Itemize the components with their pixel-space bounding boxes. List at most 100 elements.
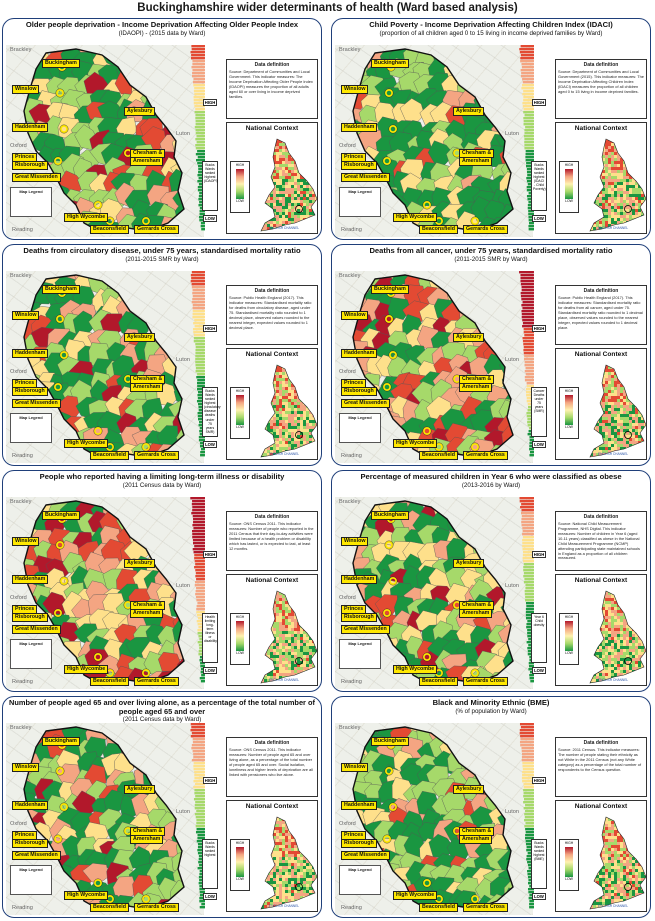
national-area — [617, 230, 621, 231]
national-area — [596, 396, 600, 400]
national-area — [584, 426, 587, 429]
ward-rank-bar — [198, 650, 205, 653]
national-area — [279, 417, 283, 421]
national-area — [306, 649, 310, 653]
panel-header: Deaths from all cancer, under 75 years, … — [336, 246, 646, 263]
national-area — [632, 387, 636, 391]
national-area — [306, 212, 310, 216]
national-area — [297, 438, 301, 442]
national-area — [261, 218, 265, 222]
national-area — [300, 149, 304, 153]
national-area — [288, 673, 292, 677]
national-area — [599, 387, 603, 391]
ward-map: Brackley Buckingham Winslow Aylesbury Ha… — [6, 45, 204, 237]
national-area — [617, 420, 621, 424]
national-area — [306, 396, 310, 400]
national-area — [584, 363, 587, 366]
national-area — [288, 188, 292, 192]
national-area — [590, 453, 591, 457]
national-area — [617, 414, 621, 418]
national-area — [590, 230, 591, 231]
national-area — [267, 591, 271, 593]
national-area — [617, 365, 621, 367]
national-area — [632, 227, 636, 231]
national-area — [623, 170, 627, 174]
national-area — [605, 230, 609, 231]
national-area — [638, 444, 642, 448]
national-area — [267, 423, 271, 427]
national-area — [276, 405, 280, 409]
national-area — [593, 450, 597, 454]
national-area — [255, 167, 258, 170]
national-area — [590, 375, 591, 379]
national-area — [276, 625, 280, 629]
national-area — [593, 378, 597, 382]
ward-area — [486, 49, 509, 67]
national-area — [611, 170, 615, 174]
national-area — [285, 158, 289, 162]
national-area — [300, 610, 304, 614]
national-area — [584, 408, 587, 411]
national-area — [297, 179, 301, 183]
national-area — [255, 194, 258, 197]
ward-area — [470, 49, 493, 58]
national-area — [261, 622, 262, 626]
national-area — [309, 646, 313, 650]
national-area — [590, 420, 594, 424]
national-area — [614, 393, 618, 397]
national-area — [611, 372, 615, 376]
town-marker — [55, 314, 65, 324]
town-marker-outline — [55, 540, 65, 550]
national-area — [285, 170, 289, 174]
national-area — [267, 613, 271, 617]
national-area — [297, 591, 301, 593]
national-area — [282, 396, 286, 400]
national-area — [617, 197, 621, 201]
national-area — [261, 384, 262, 388]
national-area — [605, 393, 609, 397]
national-area — [255, 441, 258, 444]
national-area — [602, 423, 606, 427]
national-area — [291, 673, 295, 677]
national-area — [614, 158, 618, 162]
national-area — [623, 215, 627, 219]
national-area — [291, 417, 295, 421]
national-area — [590, 411, 591, 415]
ward-area — [158, 501, 182, 507]
channel-label: ENGLISH CHANNEL — [598, 452, 629, 456]
national-area — [297, 185, 301, 189]
ward-area — [484, 289, 510, 314]
national-area — [264, 631, 268, 635]
ward-rank-bar — [522, 322, 534, 325]
national-area — [291, 393, 295, 397]
ward-rank-bar — [525, 391, 534, 394]
national-area — [623, 200, 627, 204]
ward-rank-bar — [196, 141, 205, 144]
ward-rank-bar — [197, 180, 205, 183]
national-area — [261, 420, 262, 424]
national-area — [297, 411, 301, 415]
national-area — [282, 203, 286, 207]
national-area — [279, 224, 283, 228]
ward-rank-bar — [197, 403, 205, 406]
national-area — [312, 194, 316, 198]
national-area — [602, 408, 606, 412]
national-area — [602, 197, 606, 201]
ward-area — [130, 286, 154, 309]
national-area — [590, 402, 594, 406]
national-area — [590, 444, 591, 448]
national-area — [641, 387, 645, 391]
ward-area — [490, 49, 513, 59]
national-area — [261, 375, 262, 379]
national-area — [264, 435, 268, 439]
national-area — [641, 365, 645, 367]
national-area — [261, 224, 262, 228]
national-area — [309, 673, 313, 677]
national-area — [312, 170, 316, 174]
national-area — [255, 646, 258, 649]
national-area — [312, 378, 316, 382]
national-area — [273, 179, 277, 183]
national-area — [590, 224, 591, 228]
place-label-brackley: Brackley — [339, 47, 361, 53]
national-area — [270, 676, 274, 680]
